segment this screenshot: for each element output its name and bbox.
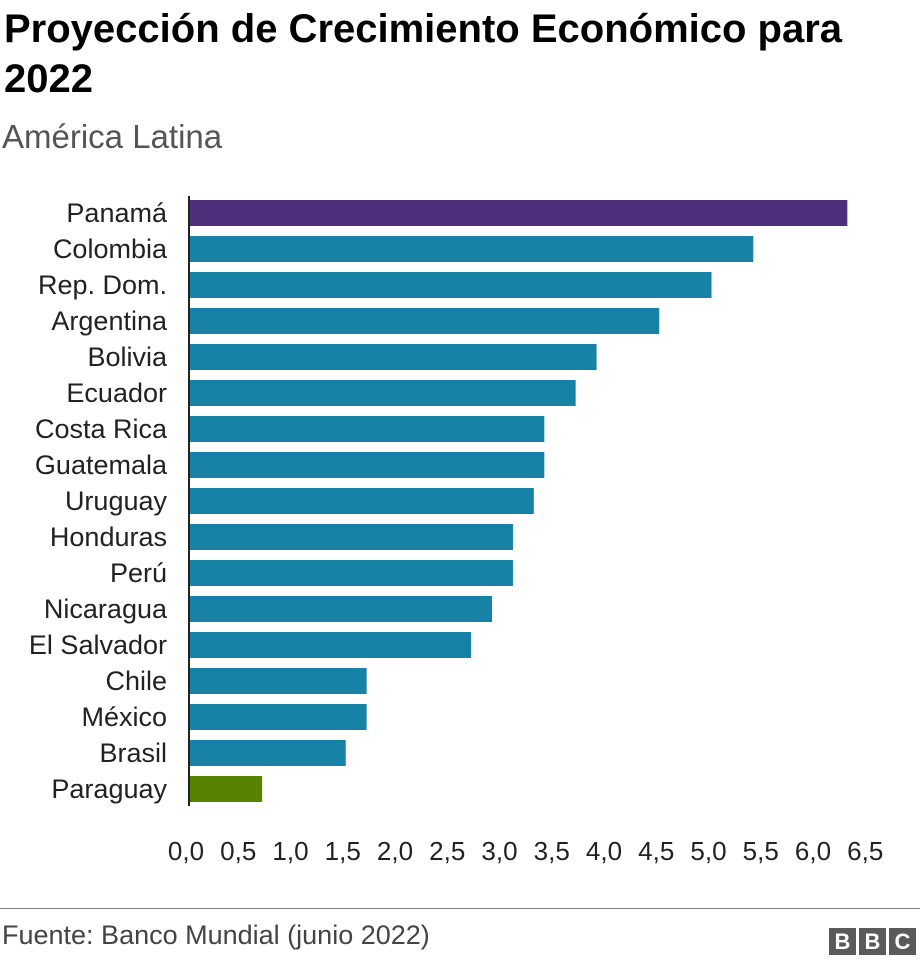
- bar-colombia: [189, 236, 754, 262]
- x-tick-label: 1,0: [272, 836, 308, 866]
- category-label-el-salvador: El Salvador: [29, 630, 167, 660]
- x-tick-label: 2,0: [377, 836, 413, 866]
- x-tick-label: 6,5: [847, 836, 883, 866]
- bar-mexico: [189, 704, 367, 730]
- x-tick-label: 0,5: [220, 836, 256, 866]
- category-label-guatemala: Guatemala: [35, 450, 168, 480]
- x-tick-label: 5,0: [690, 836, 726, 866]
- bar-honduras: [189, 524, 513, 550]
- bar-panama: [189, 200, 848, 226]
- logo-letter-c: C: [889, 928, 916, 955]
- category-label-argentina: Argentina: [51, 306, 168, 336]
- x-tick-label: 3,0: [481, 836, 517, 866]
- bar-chile: [189, 668, 367, 694]
- category-label-chile: Chile: [105, 666, 167, 696]
- bar-nicaragua: [189, 596, 493, 622]
- category-label-colombia: Colombia: [53, 234, 168, 264]
- x-tick-label: 1,5: [325, 836, 361, 866]
- chart-subtitle: América Latina: [2, 118, 223, 155]
- x-tick-label: 4,5: [638, 836, 674, 866]
- x-tick-label: 2,5: [429, 836, 465, 866]
- bar-uruguay: [189, 488, 534, 514]
- bar-el-salvador: [189, 632, 472, 658]
- logo-letter-b1: B: [829, 928, 856, 955]
- category-label-brasil: Brasil: [99, 738, 167, 768]
- bar-ecuador: [189, 380, 576, 406]
- footer-divider: [0, 908, 920, 909]
- source-note: Fuente: Banco Mundial (junio 2022): [2, 920, 430, 950]
- bar-bolivia: [189, 344, 597, 370]
- logo-letter-b2: B: [859, 928, 886, 955]
- bar-brasil: [189, 740, 346, 766]
- category-label-honduras: Honduras: [50, 522, 167, 552]
- category-label-rep-dom: Rep. Dom.: [38, 270, 167, 300]
- bar-peru: [189, 560, 513, 586]
- x-tick-label: 5,5: [743, 836, 779, 866]
- bar-paraguay: [189, 776, 263, 802]
- bar-rep-dom: [189, 272, 712, 298]
- category-label-peru: Perú: [110, 558, 167, 588]
- category-label-uruguay: Uruguay: [65, 486, 168, 516]
- category-label-costa-rica: Costa Rica: [35, 414, 168, 444]
- category-label-mexico: México: [81, 702, 167, 732]
- chart-title: Proyección de Crecimiento Económico para…: [4, 7, 843, 101]
- bbc-logo: B B C: [829, 928, 916, 955]
- x-tick-label: 6,0: [795, 836, 831, 866]
- x-tick-label: 3,5: [534, 836, 570, 866]
- category-label-ecuador: Ecuador: [66, 378, 167, 408]
- bar-costa-rica: [189, 416, 545, 442]
- category-label-nicaragua: Nicaragua: [44, 594, 168, 624]
- bar-chart: Panamá Colombia Rep. Dom. Argentina Bolivia E…: [29, 196, 883, 866]
- bar-guatemala: [189, 452, 545, 478]
- x-tick-label: 0,0: [168, 836, 204, 866]
- bar-argentina: [189, 308, 660, 334]
- category-label-paraguay: Paraguay: [51, 774, 167, 804]
- category-label-panama: Panamá: [66, 198, 168, 228]
- category-label-bolivia: Bolivia: [87, 342, 168, 372]
- x-tick-label: 4,0: [586, 836, 622, 866]
